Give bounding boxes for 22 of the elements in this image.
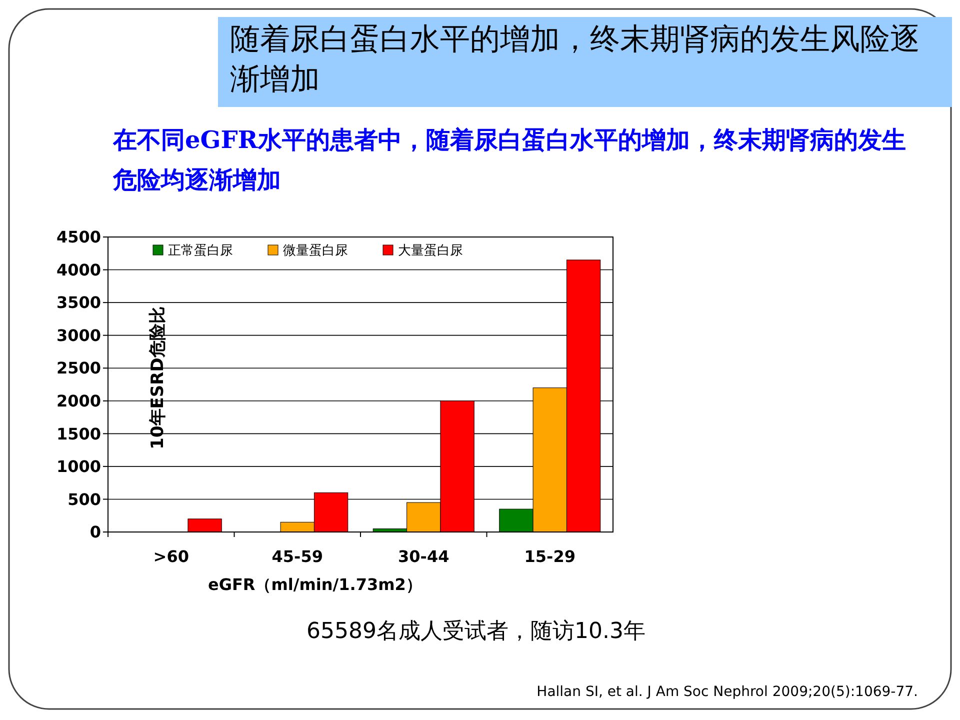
y-tick-label: 1500 (56, 424, 101, 444)
y-tick-label: 0 (90, 522, 101, 542)
x-tick-label: 45-59 (272, 547, 323, 566)
y-tick-label: 3000 (56, 326, 101, 345)
y-tick-label: 3500 (56, 293, 101, 312)
y-tick-label: 1000 (56, 457, 101, 476)
y-axis-title: 10年ESRD危险比 (148, 306, 168, 450)
y-tick-label: 4000 (56, 260, 101, 280)
y-tick-label: 4500 (56, 228, 101, 247)
x-axis-title: eGFR（ml/min/1.73m2） (208, 575, 422, 594)
x-tick-label: 15-29 (524, 547, 576, 566)
legend-label: 微量蛋白尿 (283, 244, 348, 259)
legend-label: 大量蛋白尿 (398, 244, 463, 259)
legend-label: 正常蛋白尿 (168, 244, 233, 259)
chart-title: 随着尿白蛋白水平的增加，终末期肾病的发生风险逐渐增加 (230, 21, 921, 99)
x-tick-label: >60 (153, 547, 189, 566)
text: Hallan SI, et al. J Am Soc Nephrol 2009;20(5):1069-77. (536, 684, 918, 700)
y-tick-label: 500 (68, 490, 101, 509)
y-tick-label: 2500 (56, 358, 101, 378)
x-tick-label: 30-44 (398, 547, 450, 566)
text: 65589名成人受试者，随访10.3年 (306, 619, 646, 644)
y-tick-label: 2000 (56, 391, 101, 410)
